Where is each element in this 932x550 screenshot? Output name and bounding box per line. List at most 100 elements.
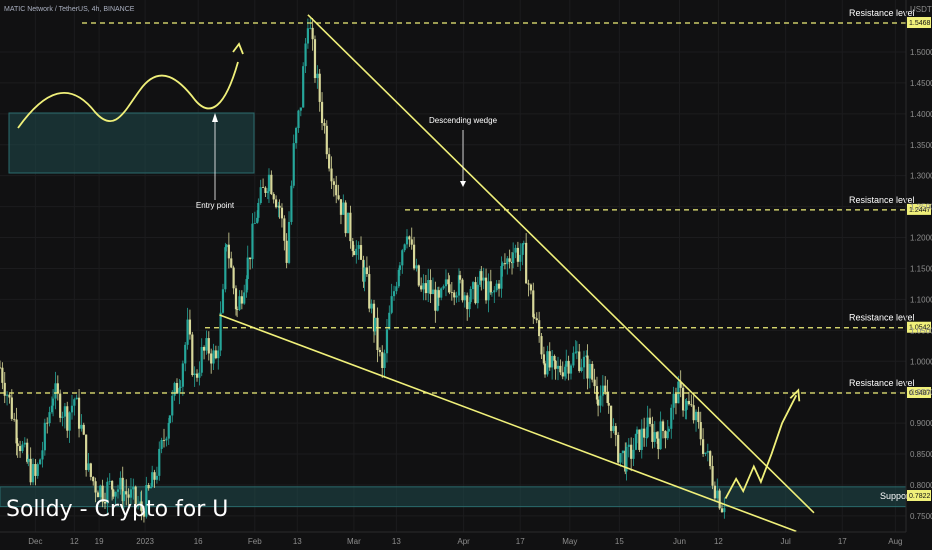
x-tick-label: Jul [781,537,791,546]
candle-body [186,319,189,345]
candle-body [106,481,109,504]
candle-body [119,477,122,490]
candle-body [80,424,83,429]
candle-body [457,275,461,296]
candle-body [246,257,249,280]
candle-body [684,409,687,411]
candle-body [290,185,293,222]
candle-body [512,252,515,264]
candle-body [635,429,639,434]
candle-body [122,491,125,502]
candle-body [103,502,107,504]
candle-body [374,317,377,332]
candle-body [586,355,589,379]
candle-body [417,265,420,286]
candle-body [249,257,252,260]
candle-body [453,292,456,298]
candle-body [567,360,570,374]
entry-illustration-curve [17,61,239,129]
candle-body [121,477,124,502]
candle-body [234,288,238,310]
candle-body [134,486,137,505]
candle-body [274,199,278,208]
x-tick-label: 15 [615,537,624,546]
projection-arrowhead [789,388,801,402]
candle-body [694,411,698,421]
candle-body [18,446,22,452]
candle-body [272,194,275,200]
candle-body [697,411,700,423]
candle-body [634,433,637,450]
candle-body [160,439,163,449]
candle-body [704,452,707,454]
resistance-price-tag-text: 1.5468 [909,20,931,27]
candle-body [677,381,680,404]
candle-body [370,303,373,309]
candle-body [59,393,62,418]
resistance-label: Resistance level [849,8,915,18]
candle-body [191,334,194,376]
candle-body [264,187,267,193]
candle-body [270,174,273,195]
candle-body [184,344,187,364]
wedge-label-arrowhead [460,181,466,187]
candle-body [527,283,530,285]
candle-body [207,338,210,354]
candle-body [718,490,721,509]
candle-body [320,101,324,124]
y-tick-label: 1.3500 [910,141,932,150]
candle-body [617,434,620,463]
candle-body [359,245,363,260]
candle-body [280,207,284,219]
candle-body [149,486,153,489]
candle-body [516,247,520,262]
candle-body [224,247,227,290]
y-tick-label: 1.3000 [910,172,932,181]
candle-body [217,350,220,359]
candle-body [656,432,659,439]
candle-body [147,485,150,489]
candle-body [564,366,567,377]
candle-body [51,398,55,406]
candle-body [50,405,54,413]
candle-body [588,363,591,379]
candle-body [232,267,235,289]
candle-body [632,449,635,459]
candle-body [251,223,254,260]
candle-body [266,191,269,193]
candle-body [355,248,358,256]
resistance-price-tag [907,321,931,333]
candle-body [723,508,726,513]
candle-body [168,415,171,423]
candle-body [158,448,161,476]
x-tick-label: 16 [194,537,203,546]
candle-body [101,485,104,503]
y-tick-label: 1.2500 [910,203,932,212]
candle-body [670,407,673,429]
candle-body [29,458,32,483]
candle-body [195,373,199,378]
candle-body [285,240,288,263]
candle-body [699,422,702,440]
candle-body [597,399,600,406]
x-tick-label: Jun [673,537,686,546]
candle-body [316,73,319,79]
candle-body [346,212,350,234]
candle-body [362,259,365,282]
candle-body [46,422,49,424]
candle-body [422,283,425,290]
candle-body [23,442,26,445]
candle-body [257,202,260,218]
candle-body [405,236,409,245]
candle-body [227,244,230,259]
candle-body [41,450,44,460]
candle-body [553,355,556,361]
candle-body [476,284,479,304]
candle-body [89,463,92,477]
candle-body [519,254,522,262]
candle-body [173,383,176,396]
candle-body [26,442,29,462]
